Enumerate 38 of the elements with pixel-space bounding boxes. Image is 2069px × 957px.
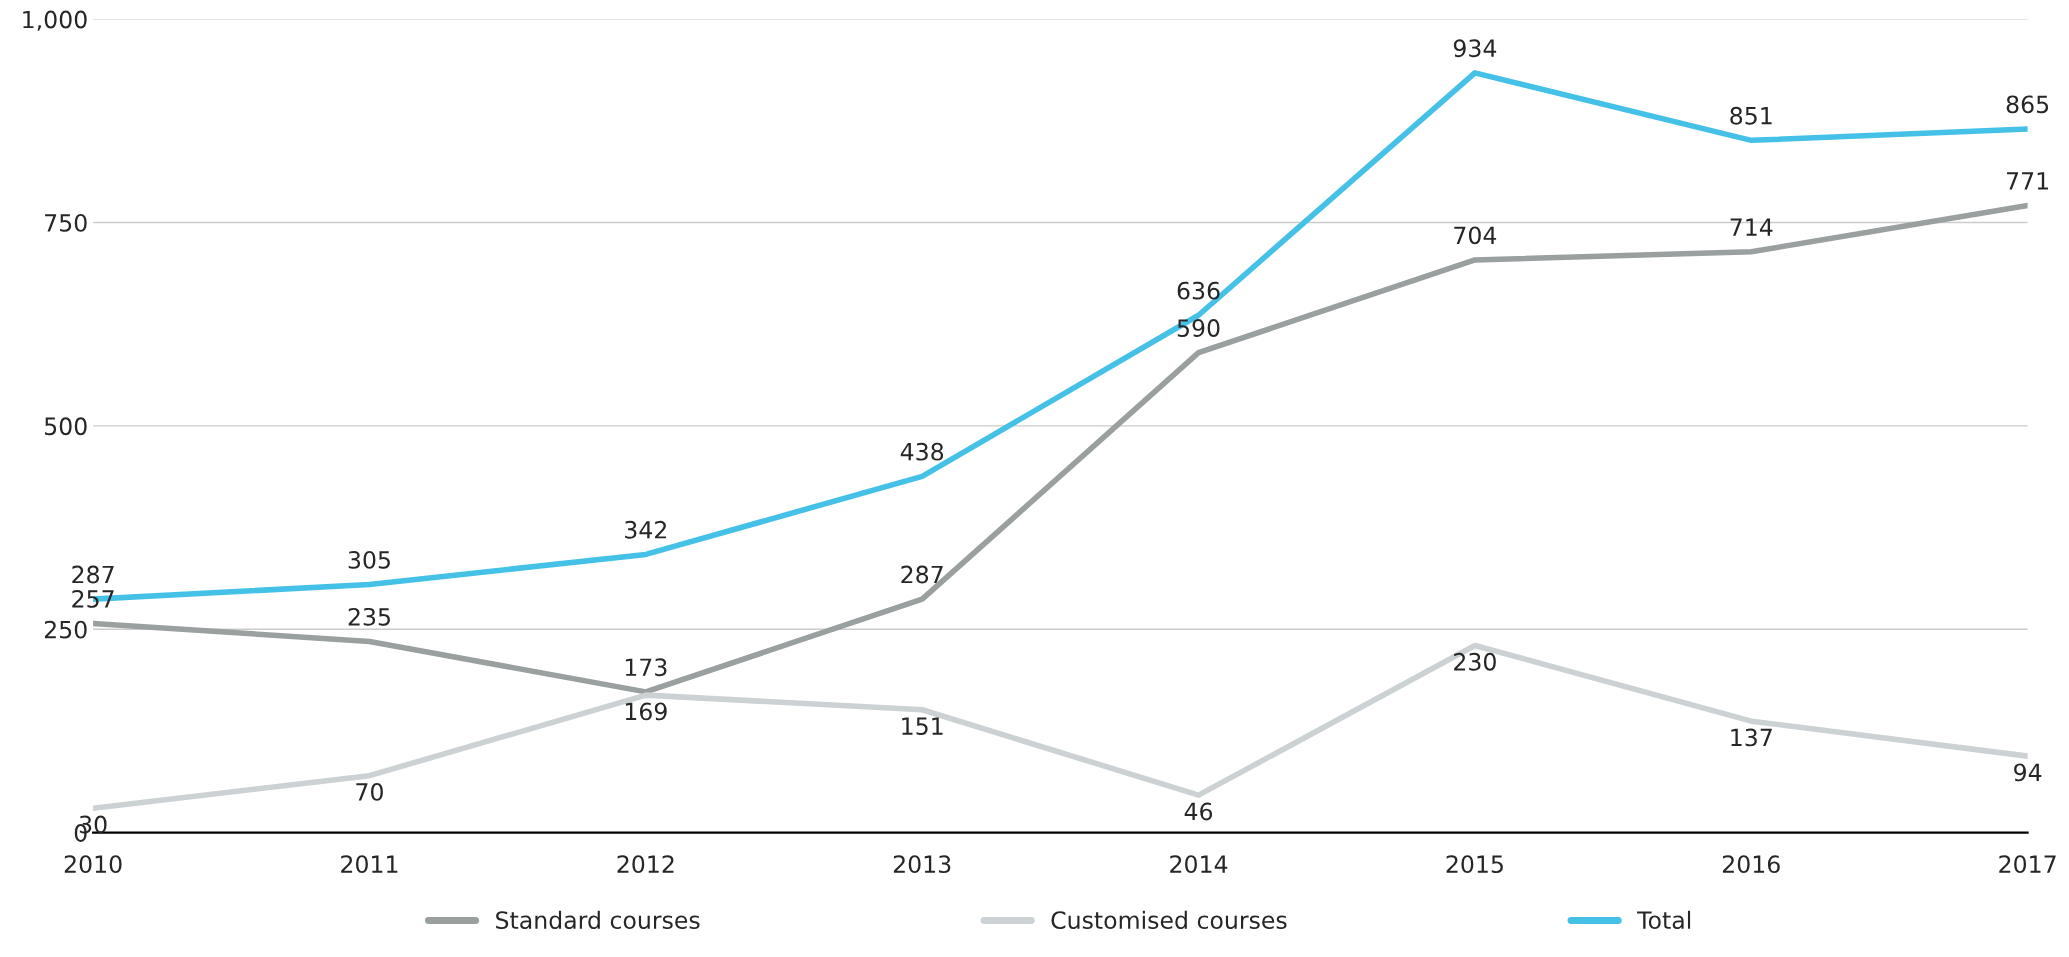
legend-label: Total — [1637, 910, 1691, 930]
x-tick-label: 2017 — [1999, 855, 2056, 874]
data-label: 169 — [625, 702, 667, 721]
data-label: 714 — [1730, 218, 1773, 236]
data-label: 151 — [902, 717, 943, 735]
data-label: 636 — [1177, 281, 1220, 300]
data-label: 438 — [900, 442, 944, 461]
data-label: 590 — [1177, 319, 1220, 337]
data-label: 305 — [348, 550, 390, 569]
legend-label: Customised courses — [1051, 910, 1287, 930]
data-label: 287 — [72, 565, 114, 584]
data-label: 934 — [1453, 39, 1497, 58]
data-label: 94 — [2014, 763, 2042, 782]
x-tick-label: 2016 — [1722, 855, 1780, 874]
y-tick-label: 250 — [44, 620, 87, 639]
y-tick-label: 500 — [45, 417, 87, 436]
data-label: 235 — [348, 607, 390, 626]
x-tick-label: 2012 — [617, 855, 674, 874]
data-label: 865 — [2006, 95, 2049, 114]
x-tick-label: 2010 — [64, 855, 122, 874]
data-label: 137 — [1731, 728, 1772, 747]
x-tick-label: 2015 — [1446, 855, 1503, 874]
x-tick-label: 2013 — [893, 855, 951, 874]
x-tick-label: 2011 — [341, 855, 398, 874]
x-tick-label: 2014 — [1170, 855, 1228, 874]
data-label: 257 — [72, 589, 114, 608]
data-label: 771 — [2007, 172, 2048, 190]
data-label: 704 — [1454, 226, 1497, 245]
data-label: 46 — [1184, 802, 1213, 821]
data-label: 851 — [1730, 106, 1772, 125]
y-tick-label: 750 — [45, 213, 87, 232]
data-label: 230 — [1454, 652, 1496, 671]
data-label: 287 — [901, 565, 943, 584]
data-label: 173 — [625, 658, 667, 677]
legend-label: Standard courses — [496, 910, 700, 930]
y-tick-label: 1,000 — [23, 10, 87, 31]
data-label: 70 — [356, 783, 383, 801]
data-label: 342 — [625, 520, 666, 539]
